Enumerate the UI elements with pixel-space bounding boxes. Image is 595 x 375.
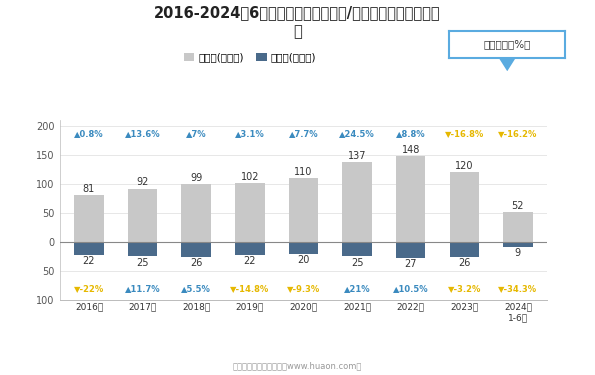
Text: 20: 20	[298, 255, 309, 265]
Text: ▲10.5%: ▲10.5%	[393, 284, 428, 293]
Text: ▲7%: ▲7%	[186, 129, 206, 138]
Polygon shape	[499, 58, 515, 71]
Bar	[235, 242, 265, 255]
Text: 26: 26	[190, 258, 202, 268]
Text: ▲5.5%: ▲5.5%	[181, 284, 211, 293]
Text: ▲24.5%: ▲24.5%	[339, 129, 375, 138]
Text: ▲8.8%: ▲8.8%	[396, 129, 425, 138]
Text: ▲11.7%: ▲11.7%	[125, 284, 161, 293]
Bar	[235, 183, 265, 242]
Bar	[128, 189, 157, 242]
Text: ▼-22%: ▼-22%	[74, 284, 104, 293]
Text: 81: 81	[83, 184, 95, 194]
Text: ▼-14.8%: ▼-14.8%	[230, 284, 270, 293]
Text: 99: 99	[190, 173, 202, 183]
Bar	[342, 162, 372, 242]
Text: ▼-3.2%: ▼-3.2%	[447, 284, 481, 293]
Text: 25: 25	[351, 258, 364, 268]
Bar	[74, 195, 104, 242]
Text: 制图：华经产业研究院（www.huaon.com）: 制图：华经产业研究院（www.huaon.com）	[233, 362, 362, 370]
Text: 110: 110	[295, 167, 312, 177]
Text: 52: 52	[512, 201, 524, 211]
Bar	[289, 178, 318, 242]
Text: ▼-16.8%: ▼-16.8%	[444, 129, 484, 138]
Bar	[181, 184, 211, 242]
Bar	[342, 242, 372, 256]
Bar	[289, 242, 318, 254]
Bar	[450, 172, 479, 242]
Text: 22: 22	[243, 256, 256, 266]
Bar	[396, 242, 425, 258]
Text: ▲7.7%: ▲7.7%	[289, 129, 318, 138]
Text: ▲13.6%: ▲13.6%	[125, 129, 161, 138]
Bar	[450, 242, 479, 257]
Text: 2016-2024年6月汕头市（境内目的地/货源地）进、出口额统: 2016-2024年6月汕头市（境内目的地/货源地）进、出口额统	[154, 6, 441, 21]
Text: 120: 120	[455, 161, 474, 171]
Bar	[503, 242, 533, 247]
Text: 同比增速（%）: 同比增速（%）	[484, 40, 531, 50]
Text: ▼-9.3%: ▼-9.3%	[287, 284, 320, 293]
Text: 9: 9	[515, 248, 521, 258]
Text: 92: 92	[136, 177, 149, 188]
Bar	[74, 242, 104, 255]
Text: 计: 计	[293, 24, 302, 39]
Bar	[181, 242, 211, 257]
Text: 148: 148	[402, 145, 420, 155]
Text: 137: 137	[348, 151, 367, 161]
Bar	[503, 212, 533, 242]
Text: ▲0.8%: ▲0.8%	[74, 129, 104, 138]
Legend: 出口额(亿美元), 进口额(亿美元): 出口额(亿美元), 进口额(亿美元)	[180, 48, 320, 67]
Bar	[128, 242, 157, 256]
Text: ▲21%: ▲21%	[344, 284, 370, 293]
Text: 25: 25	[136, 258, 149, 268]
Text: ▼-16.2%: ▼-16.2%	[498, 129, 538, 138]
Text: 102: 102	[240, 171, 259, 182]
Text: ▼-34.3%: ▼-34.3%	[499, 284, 537, 293]
Text: 26: 26	[458, 258, 471, 268]
Bar	[396, 156, 425, 242]
Text: 27: 27	[405, 259, 417, 269]
Text: 22: 22	[83, 256, 95, 266]
Text: ▲3.1%: ▲3.1%	[235, 129, 265, 138]
